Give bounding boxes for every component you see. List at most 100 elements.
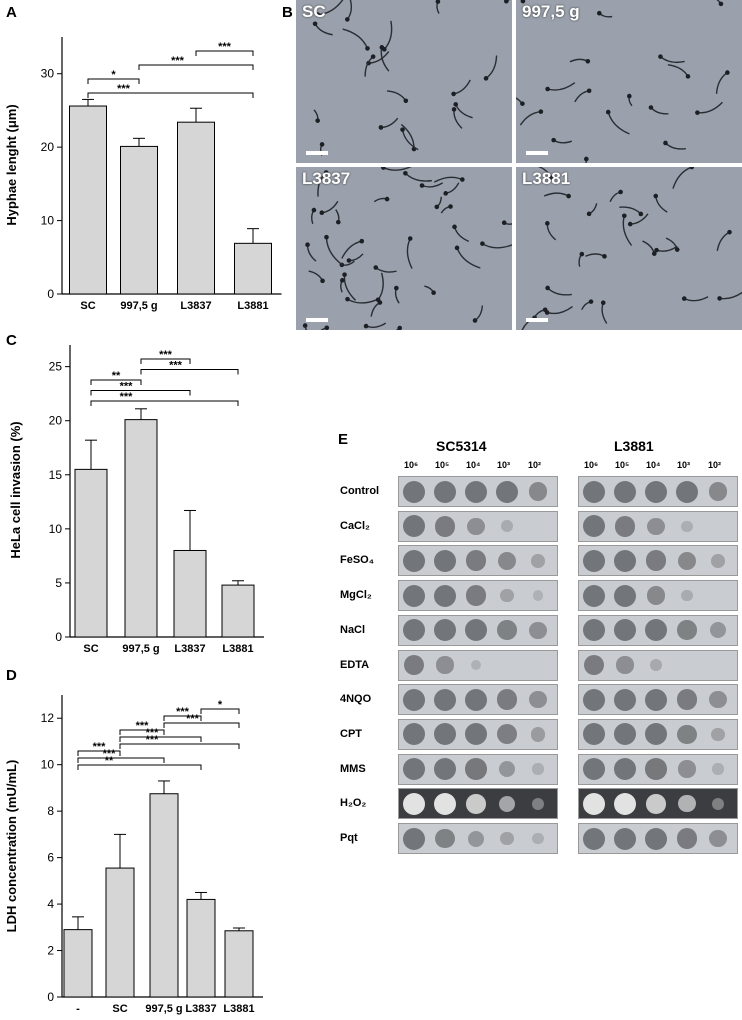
cell bbox=[324, 325, 330, 330]
colony-spot bbox=[497, 551, 517, 571]
cell bbox=[370, 54, 376, 59]
colony-spot bbox=[583, 758, 605, 781]
cell bbox=[618, 189, 623, 195]
y-tick-label: 10 bbox=[49, 522, 63, 536]
colony-spot bbox=[532, 590, 544, 601]
hypha bbox=[543, 192, 569, 197]
bar bbox=[124, 419, 158, 638]
cell bbox=[323, 170, 329, 175]
colony-spot bbox=[465, 758, 487, 780]
significance-bracket bbox=[77, 757, 165, 763]
hypha bbox=[321, 200, 339, 214]
hypha bbox=[655, 195, 668, 213]
hypha bbox=[672, 167, 693, 189]
colony-spot bbox=[528, 482, 548, 501]
cell bbox=[638, 211, 644, 217]
hypha bbox=[482, 243, 512, 249]
condition-label: 4NQO bbox=[340, 693, 372, 706]
colony-spot bbox=[645, 758, 667, 780]
colony-spot bbox=[583, 688, 605, 711]
colony-spot bbox=[583, 619, 605, 642]
hypha bbox=[314, 23, 333, 36]
colony-spot bbox=[614, 619, 636, 642]
colony-spot bbox=[467, 517, 485, 535]
hypha bbox=[308, 270, 324, 282]
micrograph-label: SC bbox=[302, 2, 326, 21]
colony-spot bbox=[678, 760, 696, 778]
hypha bbox=[456, 247, 481, 269]
cell bbox=[435, 0, 441, 4]
hypha bbox=[474, 305, 484, 322]
significance-bracket bbox=[87, 78, 140, 84]
hyphae-image bbox=[521, 167, 742, 330]
hypha bbox=[715, 71, 728, 94]
colony-spot bbox=[583, 827, 605, 850]
bar bbox=[69, 105, 107, 295]
colony-spot bbox=[496, 689, 518, 711]
hypha bbox=[553, 139, 573, 144]
colony-spot bbox=[436, 656, 454, 674]
hypha bbox=[607, 111, 630, 135]
hypha bbox=[716, 0, 722, 5]
colony-spot bbox=[434, 584, 456, 607]
micrograph-label: L3837 bbox=[302, 169, 351, 188]
cell bbox=[346, 258, 352, 263]
significance-bracket bbox=[90, 400, 239, 406]
significance-bracket bbox=[140, 369, 239, 375]
colony-spot bbox=[711, 797, 725, 810]
significance-bracket bbox=[119, 736, 202, 742]
plate-row bbox=[398, 545, 558, 577]
cell bbox=[648, 105, 654, 110]
cell bbox=[586, 211, 592, 217]
cell bbox=[605, 109, 611, 115]
colony-spot bbox=[614, 584, 636, 607]
colony-spot bbox=[403, 654, 425, 676]
cell bbox=[403, 171, 408, 176]
micrograph: 997,5 g bbox=[516, 0, 742, 163]
plate-row bbox=[398, 476, 558, 507]
significance-label: ** bbox=[105, 755, 114, 767]
colony-spot bbox=[678, 795, 696, 813]
colony-spot bbox=[403, 619, 425, 642]
colony-spot bbox=[645, 480, 667, 503]
colony-spot bbox=[499, 761, 515, 778]
cell bbox=[566, 193, 571, 199]
significance-label: *** bbox=[171, 55, 185, 67]
colony-spot bbox=[403, 584, 425, 607]
significance-label: *** bbox=[146, 734, 160, 746]
plate-row bbox=[398, 510, 558, 542]
panel-label-c: C bbox=[6, 332, 17, 349]
hyphae-image bbox=[516, 0, 730, 163]
colony-spot bbox=[645, 723, 667, 746]
cell bbox=[689, 167, 695, 170]
cell bbox=[602, 254, 607, 259]
plate-row bbox=[578, 753, 738, 785]
colony-spot bbox=[465, 688, 487, 711]
dilution-label: 10⁵ bbox=[615, 460, 630, 470]
micrograph-label: 997,5 g bbox=[522, 2, 580, 21]
colony-spot bbox=[500, 831, 514, 846]
colony-spot bbox=[614, 758, 636, 781]
cell bbox=[320, 278, 325, 284]
chart-c: 0 5 10 15 20 25 HeLa cell invasion (%) SC 997,5 … bbox=[8, 345, 264, 655]
colony-spot bbox=[465, 585, 487, 606]
plate-row bbox=[578, 788, 738, 820]
cell bbox=[340, 278, 345, 283]
panel-label-d: D bbox=[6, 667, 17, 684]
dilution-label: 10² bbox=[528, 460, 542, 470]
cell bbox=[520, 101, 525, 106]
colony-spot bbox=[614, 549, 636, 572]
y-tick-label: 0 bbox=[47, 287, 54, 301]
cell bbox=[452, 224, 457, 230]
cell bbox=[365, 46, 370, 51]
condition-label: Pqt bbox=[340, 832, 358, 844]
dilution-label: 10³ bbox=[677, 460, 691, 470]
colony-spot bbox=[496, 480, 518, 503]
cell bbox=[585, 58, 591, 64]
cell bbox=[480, 241, 485, 246]
cell bbox=[345, 296, 350, 302]
colony-spot bbox=[468, 830, 484, 847]
cell bbox=[460, 177, 465, 182]
cell bbox=[378, 125, 384, 130]
hypha bbox=[650, 107, 669, 115]
